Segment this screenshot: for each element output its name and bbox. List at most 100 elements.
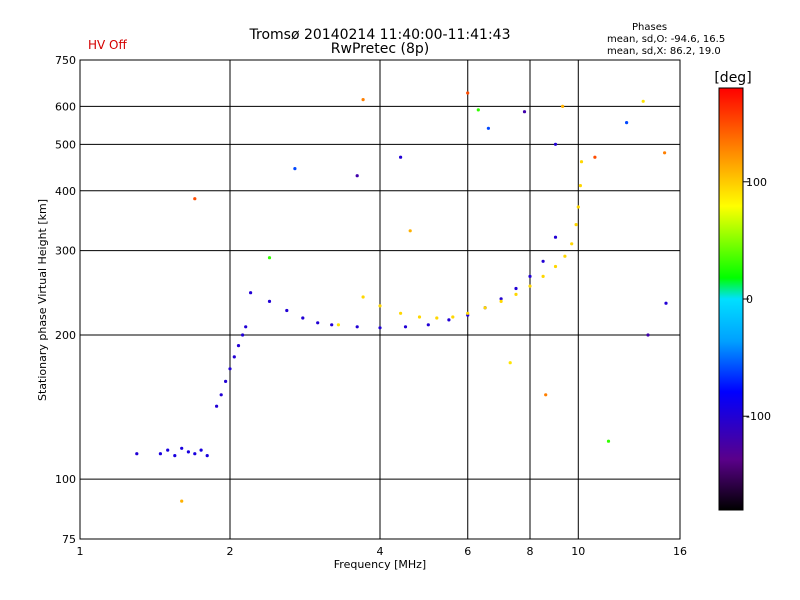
data-point (219, 393, 223, 397)
data-point (193, 197, 197, 201)
colorbar-tick-label: -100 (746, 410, 771, 423)
data-point (158, 452, 162, 456)
data-point (447, 318, 451, 322)
y-tick-label: 100 (55, 473, 76, 486)
data-point (180, 446, 184, 450)
data-point (508, 361, 512, 365)
data-point (570, 242, 574, 246)
data-point (180, 499, 184, 503)
data-point (173, 454, 177, 458)
data-point (378, 326, 382, 330)
x-axis: 1 2 4 6 8 10 16 (77, 545, 688, 558)
x-tick-label: 10 (571, 545, 585, 558)
data-point (476, 108, 480, 112)
data-point (232, 355, 236, 359)
data-point (578, 184, 583, 188)
hv-status: HV Off (88, 38, 127, 52)
data-point (451, 315, 455, 319)
x-tick-label: 1 (77, 545, 84, 558)
data-point (267, 299, 272, 303)
y-tick-label: 500 (55, 138, 76, 151)
data-point (166, 448, 170, 452)
data-point (186, 450, 190, 454)
data-point (528, 274, 532, 278)
y-tick-label: 600 (55, 100, 76, 113)
data-point (664, 301, 668, 305)
x-tick-label: 4 (377, 545, 384, 558)
data-point (466, 311, 470, 315)
data-point (403, 325, 408, 329)
y-tick-label: 750 (55, 54, 76, 67)
data-point (483, 306, 487, 310)
data-point (224, 379, 228, 383)
data-point (486, 126, 490, 130)
y-tick-label: 75 (62, 533, 76, 546)
data-point (641, 99, 645, 103)
data-point (378, 304, 382, 308)
x-tick-label: 6 (464, 545, 471, 558)
data-point (563, 254, 567, 258)
colorbar-ticks: 100 0 -100 (743, 176, 771, 423)
x-tick-label: 2 (227, 545, 234, 558)
data-point (499, 299, 503, 303)
data-point (249, 291, 253, 295)
data-point (522, 110, 527, 114)
x-tick-label: 8 (527, 545, 534, 558)
data-point (361, 98, 365, 102)
data-point (135, 452, 139, 456)
data-point (193, 452, 197, 456)
data-point (625, 121, 629, 125)
phases-o-stats: mean, sd,O: -94.6, 16.5 (607, 34, 726, 45)
data-point (205, 454, 209, 458)
data-point (316, 321, 320, 325)
data-point (336, 323, 340, 327)
colorbar-gradient (718, 87, 744, 511)
data-point (435, 316, 439, 320)
data-point (663, 151, 667, 155)
data-point (579, 160, 584, 164)
data-point (355, 174, 359, 178)
data-point (514, 292, 518, 296)
y-tick-label: 200 (55, 329, 76, 342)
data-point (399, 311, 403, 315)
data-point (236, 344, 241, 348)
data-point (593, 155, 597, 159)
plot-frame (79, 59, 681, 540)
data-point (646, 333, 650, 337)
x-axis-label: Frequency [MHz] (334, 558, 426, 571)
data-point (528, 284, 532, 288)
colorbar-tick-label: 100 (746, 176, 767, 189)
data-point (499, 297, 503, 301)
data-point (417, 315, 422, 319)
data-points (135, 91, 668, 503)
data-point (514, 286, 518, 291)
data-point (576, 205, 580, 209)
data-point (466, 91, 470, 95)
data-point (330, 323, 334, 327)
data-point (293, 167, 297, 171)
data-point (544, 393, 548, 397)
data-point (355, 325, 359, 329)
data-point (553, 142, 558, 146)
phases-heading: Phases (632, 22, 668, 33)
data-point (267, 256, 272, 260)
colorbar-label: [deg] (714, 70, 751, 86)
data-point (215, 404, 219, 408)
data-point (408, 229, 412, 233)
data-point (606, 439, 611, 443)
data-point (285, 308, 289, 313)
colorbar: [deg] 100 0 -100 (714, 70, 771, 511)
y-axis-label: Stationary phase Virtual Height [km] (36, 199, 49, 401)
data-point (553, 235, 558, 239)
chart-subtitle: RwPretec (8p) (330, 41, 430, 57)
y-tick-label: 300 (55, 245, 76, 258)
colorbar-tick-label: 0 (746, 293, 753, 306)
data-point (244, 325, 248, 329)
data-point (361, 295, 365, 299)
data-point (574, 223, 578, 227)
data-point (541, 259, 545, 263)
data-point (399, 155, 403, 159)
data-point (199, 448, 203, 452)
data-point (561, 104, 565, 108)
